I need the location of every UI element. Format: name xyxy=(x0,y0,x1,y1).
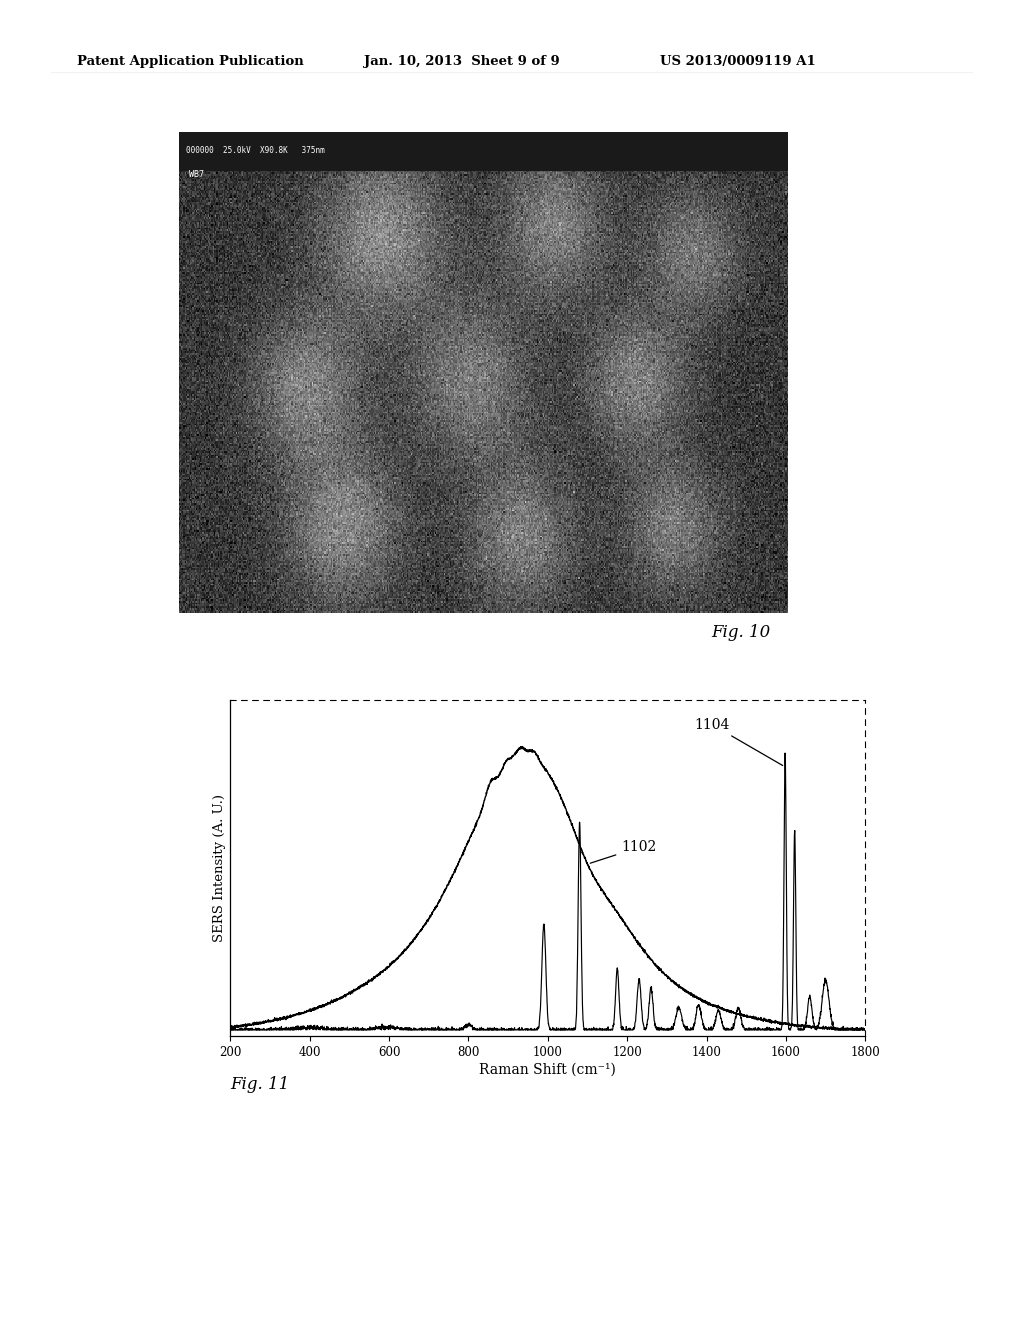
Text: 1102: 1102 xyxy=(590,841,656,863)
Text: WB7: WB7 xyxy=(189,170,205,178)
Text: 000000  25.0kV  X90.8K   375nm: 000000 25.0kV X90.8K 375nm xyxy=(185,147,325,156)
Bar xyxy=(179,132,788,170)
Text: Fig. 11: Fig. 11 xyxy=(230,1076,290,1093)
Text: Fig. 10: Fig. 10 xyxy=(712,624,771,642)
Text: US 2013/0009119 A1: US 2013/0009119 A1 xyxy=(660,55,816,69)
Text: Jan. 10, 2013  Sheet 9 of 9: Jan. 10, 2013 Sheet 9 of 9 xyxy=(364,55,559,69)
X-axis label: Raman Shift (cm⁻¹): Raman Shift (cm⁻¹) xyxy=(479,1063,616,1077)
Text: Patent Application Publication: Patent Application Publication xyxy=(77,55,303,69)
Text: 1104: 1104 xyxy=(694,718,782,766)
Y-axis label: SERS Intensity (A. U.): SERS Intensity (A. U.) xyxy=(213,793,226,942)
